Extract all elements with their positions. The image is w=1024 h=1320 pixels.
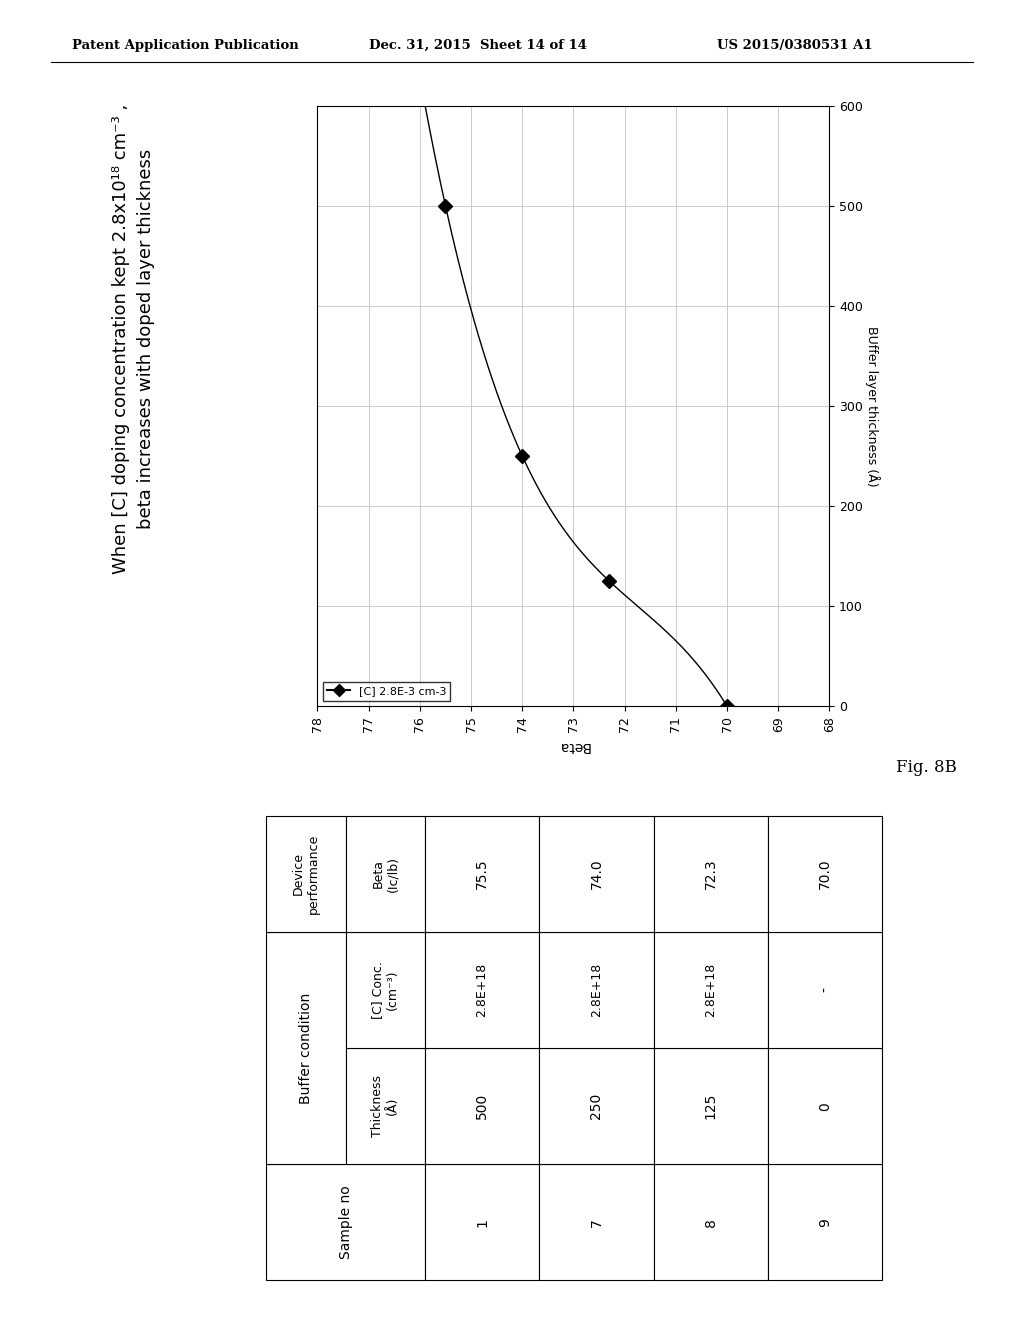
Text: 74.0: 74.0 — [590, 858, 603, 890]
Text: Sample no: Sample no — [339, 1185, 352, 1259]
Text: 250: 250 — [590, 1093, 603, 1119]
Bar — [768, 932, 882, 1048]
Bar — [425, 1164, 540, 1280]
Bar — [653, 932, 768, 1048]
Text: 75.5: 75.5 — [475, 858, 489, 890]
Text: Beta
(Ic/lb): Beta (Ic/lb) — [372, 855, 399, 892]
Text: 9: 9 — [818, 1218, 831, 1226]
Bar — [346, 1048, 425, 1164]
Text: 2.8E+18: 2.8E+18 — [475, 962, 488, 1018]
Bar — [768, 816, 882, 932]
Legend: [C] 2.8E-3 cm-3: [C] 2.8E-3 cm-3 — [323, 681, 451, 701]
Bar — [425, 932, 540, 1048]
Bar — [266, 816, 346, 932]
Text: When [C] doping concentration kept 2.8x10¹⁸ cm⁻³ ,
beta increases with doped lay: When [C] doping concentration kept 2.8x1… — [112, 103, 155, 574]
Text: 2.8E+18: 2.8E+18 — [590, 962, 603, 1018]
Bar — [346, 932, 425, 1048]
Bar — [540, 1048, 653, 1164]
Bar — [346, 816, 425, 932]
Text: 70.0: 70.0 — [818, 858, 831, 890]
Text: 1: 1 — [475, 1218, 489, 1226]
X-axis label: Beta: Beta — [557, 739, 590, 752]
Bar — [425, 816, 540, 932]
Text: Fig. 8B: Fig. 8B — [896, 759, 956, 776]
Bar — [768, 1164, 882, 1280]
Text: 0: 0 — [818, 1102, 831, 1110]
Text: Thickness
(Å): Thickness (Å) — [372, 1076, 399, 1137]
Text: Patent Application Publication: Patent Application Publication — [72, 38, 298, 51]
Text: US 2015/0380531 A1: US 2015/0380531 A1 — [717, 38, 872, 51]
Text: Device
performance: Device performance — [292, 834, 319, 913]
Text: 8: 8 — [703, 1218, 718, 1226]
Bar — [653, 1164, 768, 1280]
Text: [C] Conc.
(cm⁻³): [C] Conc. (cm⁻³) — [372, 961, 399, 1019]
Bar — [653, 1048, 768, 1164]
Bar — [266, 1164, 425, 1280]
Bar — [540, 1164, 653, 1280]
Text: 2.8E+18: 2.8E+18 — [705, 962, 717, 1018]
Bar — [540, 816, 653, 932]
Bar — [266, 932, 346, 1164]
Y-axis label: BUffer layer thickness (Å): BUffer layer thickness (Å) — [865, 326, 880, 486]
Text: -: - — [818, 987, 831, 993]
Text: 72.3: 72.3 — [703, 858, 718, 890]
Text: 500: 500 — [475, 1093, 489, 1119]
Bar — [768, 1048, 882, 1164]
Bar — [653, 816, 768, 932]
Text: Dec. 31, 2015  Sheet 14 of 14: Dec. 31, 2015 Sheet 14 of 14 — [369, 38, 587, 51]
Text: Buffer condition: Buffer condition — [299, 993, 313, 1104]
Bar — [540, 932, 653, 1048]
Text: 7: 7 — [590, 1218, 603, 1226]
Bar — [425, 1048, 540, 1164]
Text: 125: 125 — [703, 1093, 718, 1119]
